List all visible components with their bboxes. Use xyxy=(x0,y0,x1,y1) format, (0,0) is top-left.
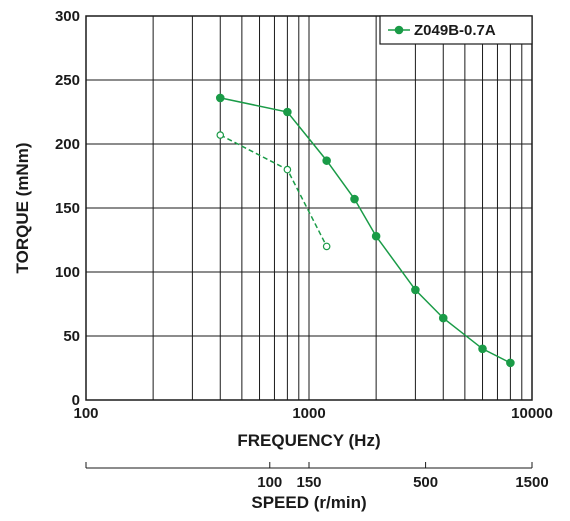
series-line-dashed xyxy=(219,134,328,247)
plot-area-frame xyxy=(85,15,533,401)
data-point xyxy=(478,344,487,354)
y-tick-label: 50 xyxy=(63,328,80,345)
y-tick-label: 250 xyxy=(55,72,80,89)
x-axis-title: FREQUENCY (Hz) xyxy=(237,431,380,450)
data-point xyxy=(411,285,420,295)
grid-lines xyxy=(86,16,532,400)
speed-tick-label: 150 xyxy=(296,474,321,491)
data-series xyxy=(215,93,515,368)
data-point xyxy=(215,93,225,103)
legend: Z049B-0.7A xyxy=(379,15,533,45)
y-tick-label: 200 xyxy=(55,136,80,153)
y-tick-label: 150 xyxy=(55,200,80,217)
data-point xyxy=(438,313,448,323)
x-axis-ticks: 100 1000 10000 xyxy=(73,405,552,422)
speed-axis: 100 150 500 1500 SPEED (r/min) xyxy=(85,462,549,512)
legend-marker xyxy=(394,25,404,35)
speed-tick-label: 1500 xyxy=(515,474,548,491)
y-axis-ticks: 0 50 100 150 200 250 300 xyxy=(55,8,80,409)
speed-tick-label: 500 xyxy=(413,474,438,491)
data-point xyxy=(322,242,331,251)
x-tick-label: 1000 xyxy=(292,405,325,422)
x-tick-label: 100 xyxy=(73,405,98,422)
legend-label: Z049B-0.7A xyxy=(414,22,496,39)
speed-axis-ticks: 100 150 500 1500 xyxy=(257,462,549,491)
x-tick-label: 10000 xyxy=(511,405,553,422)
y-axis-title: TORQUE (mNm) xyxy=(13,143,32,274)
data-point xyxy=(322,156,331,165)
data-point xyxy=(371,231,381,241)
y-tick-label: 100 xyxy=(55,264,80,281)
speed-tick-label: 100 xyxy=(257,474,282,491)
data-point xyxy=(350,194,359,204)
data-point xyxy=(283,165,292,174)
data-point xyxy=(283,107,292,117)
data-point xyxy=(506,358,515,368)
speed-axis-title: SPEED (r/min) xyxy=(251,493,366,512)
y-tick-label: 300 xyxy=(55,8,80,25)
y-tick-label: 0 xyxy=(72,392,80,409)
series-line-solid xyxy=(220,97,511,364)
data-point xyxy=(216,131,225,139)
